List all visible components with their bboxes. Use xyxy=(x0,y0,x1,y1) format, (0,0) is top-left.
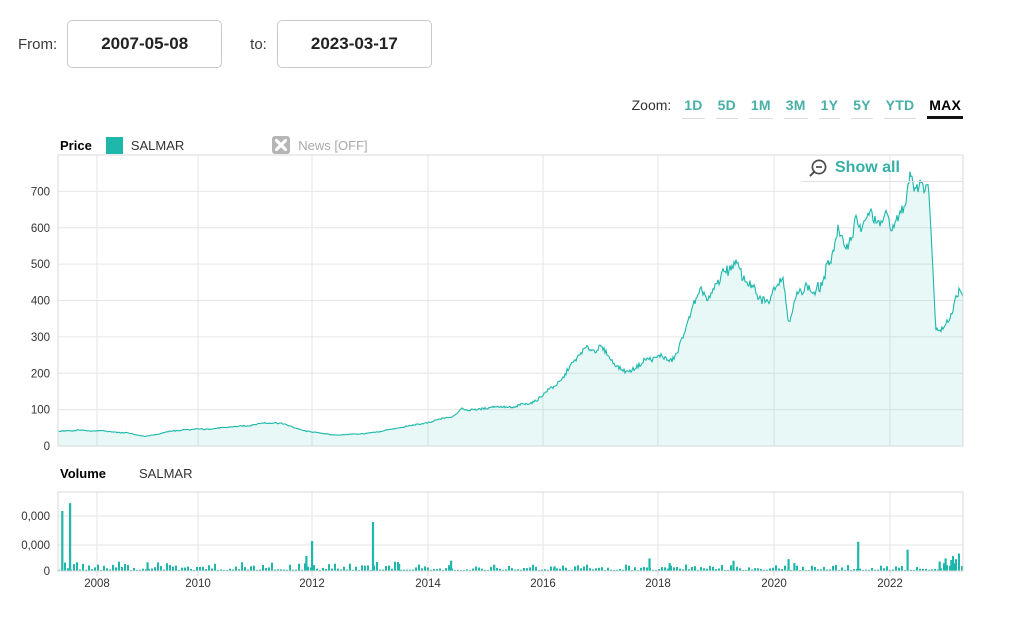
price-y-tick: 500 xyxy=(31,259,50,271)
price-y-tick: 100 xyxy=(31,405,50,417)
from-label: From: xyxy=(18,35,58,53)
zoom-option-5y[interactable]: 5Y xyxy=(851,97,873,119)
x-axis-year-label: 2020 xyxy=(761,578,787,590)
zoom-option-1y[interactable]: 1Y xyxy=(818,97,841,119)
price-y-tick: 400 xyxy=(31,296,50,308)
volume-series-label: SALMAR xyxy=(139,466,193,481)
price-y-tick: 600 xyxy=(31,223,50,235)
zoom-option-5d[interactable]: 5D xyxy=(715,97,738,119)
x-axis-year-label: 2012 xyxy=(299,578,325,590)
zoom-option-1m[interactable]: 1M xyxy=(748,97,773,119)
x-axis-year-label: 2014 xyxy=(415,578,441,590)
from-date-input[interactable] xyxy=(67,20,223,68)
x-axis-year-label: 2016 xyxy=(530,578,556,590)
price-y-tick: 200 xyxy=(31,368,50,380)
zoom-out-icon xyxy=(807,158,828,179)
to-date-input[interactable] xyxy=(276,20,432,68)
volume-y-tick: 0 xyxy=(44,566,50,578)
zoom-option-ytd[interactable]: YTD xyxy=(883,97,917,119)
x-axis-year-label: 2018 xyxy=(645,578,671,590)
volume-y-tick: 0,000 xyxy=(21,511,50,523)
zoom-option-1d[interactable]: 1D xyxy=(682,97,705,119)
date-range-controls: From: to: xyxy=(18,20,432,68)
salmar-series-swatch xyxy=(105,136,123,154)
show-all-label: Show all xyxy=(835,159,900,176)
price-volume-chart[interactable]: 0 100 200 300 400 500 600 700 0 0,000 0,000 2008 201… xyxy=(0,130,1030,600)
x-icon xyxy=(272,136,291,154)
news-toggle[interactable]: News [OFF] xyxy=(272,136,368,154)
price-y-tick: 0 xyxy=(44,441,50,453)
show-all-button[interactable]: Show all xyxy=(801,155,963,182)
zoom-label: Zoom: xyxy=(631,97,672,113)
x-axis-year-label: 2022 xyxy=(877,578,903,590)
price-y-tick: 700 xyxy=(31,186,50,198)
to-label: to: xyxy=(250,35,267,53)
x-axis-year-label: 2010 xyxy=(185,578,211,590)
price-y-tick: 300 xyxy=(31,332,50,344)
zoom-preset-bar: Zoom: 1D 5D 1M 3M 1Y 5Y YTD MAX xyxy=(632,97,963,119)
zoom-option-3m[interactable]: 3M xyxy=(783,97,808,119)
price-legend: Price SALMAR News [OFF] xyxy=(60,136,368,154)
volume-legend: Volume SALMAR xyxy=(60,466,192,481)
volume-y-tick: 0,000 xyxy=(21,540,50,552)
volume-pane-title: Volume xyxy=(60,466,106,481)
news-toggle-label: News [OFF] xyxy=(298,137,368,153)
price-pane-title: Price xyxy=(60,137,92,153)
zoom-options: 1D 5D 1M 3M 1Y 5Y YTD MAX xyxy=(682,97,963,119)
price-series-label[interactable]: SALMAR xyxy=(130,137,185,153)
zoom-option-max[interactable]: MAX xyxy=(927,97,963,119)
x-axis-year-label: 2008 xyxy=(84,578,110,590)
